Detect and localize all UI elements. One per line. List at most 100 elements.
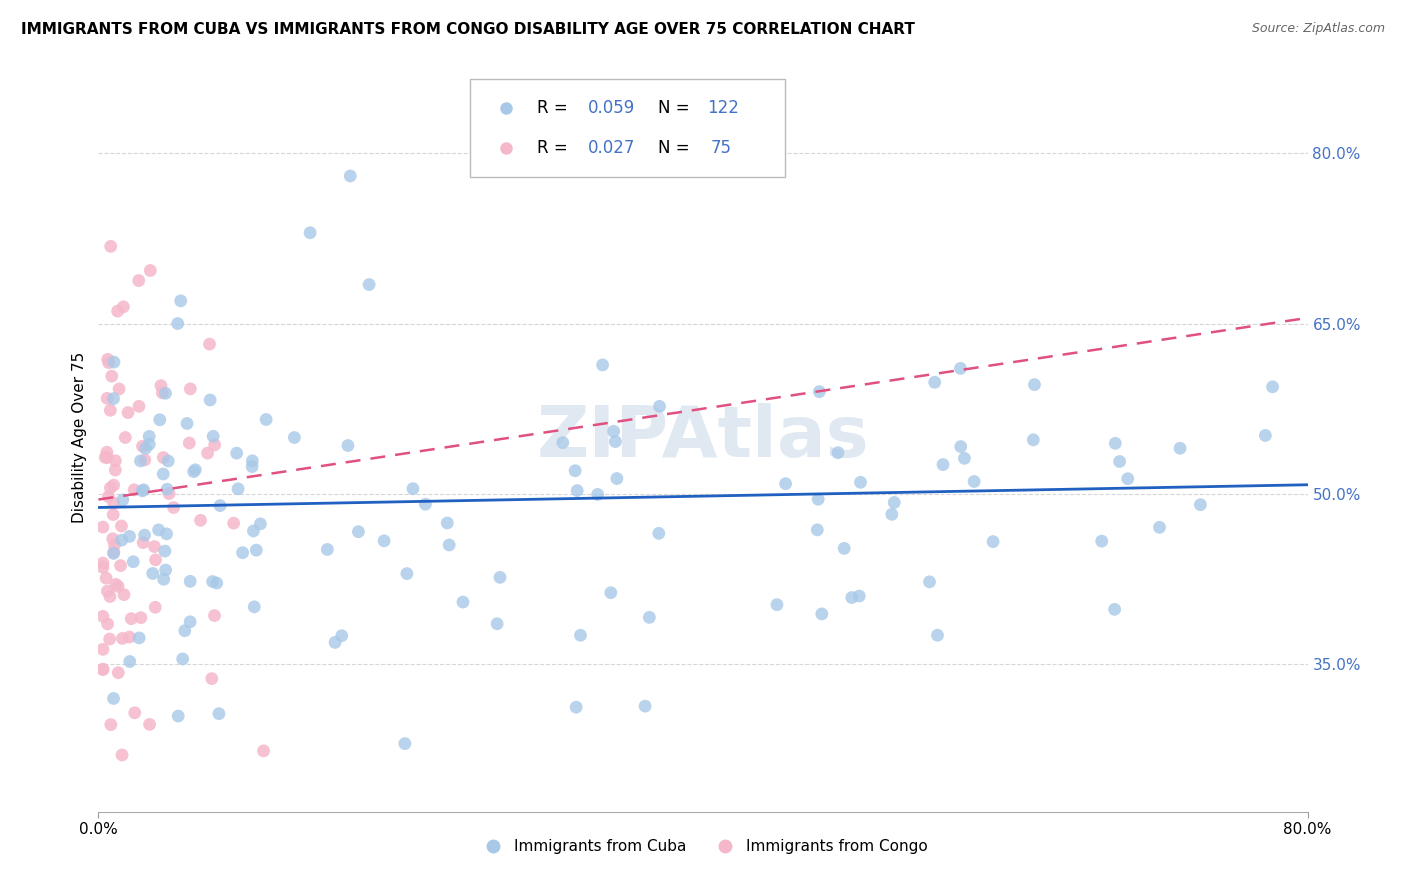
Point [1104, 602, 1126, 616]
Point [128, 631, 150, 645]
Point [103, 355, 125, 369]
Text: 0.059: 0.059 [588, 99, 636, 117]
Point [152, 467, 174, 481]
Point [108, 382, 131, 396]
Point [138, 437, 160, 451]
Point [176, 417, 198, 431]
Point [96, 584, 118, 599]
Point [157, 486, 180, 500]
Point [183, 465, 205, 479]
Point [198, 337, 221, 351]
Point [586, 487, 609, 501]
Point [1254, 428, 1277, 442]
Point [634, 699, 657, 714]
Point [953, 451, 976, 466]
Point [243, 599, 266, 614]
Point [848, 589, 870, 603]
Point [1104, 436, 1126, 450]
Point [132, 483, 155, 497]
Point [254, 412, 277, 426]
Point [173, 624, 195, 638]
Point [808, 384, 831, 399]
Point [91, 662, 114, 676]
Point [330, 629, 353, 643]
Point [103, 545, 125, 559]
Point [98, 590, 121, 604]
Point [232, 546, 254, 560]
Point [299, 226, 322, 240]
Point [226, 482, 249, 496]
Point [132, 535, 155, 549]
Text: 75: 75 [710, 139, 731, 157]
Text: N =: N = [658, 99, 695, 117]
Point [209, 499, 232, 513]
Point [832, 541, 855, 556]
Point [197, 446, 219, 460]
Point [148, 523, 170, 537]
Point [104, 454, 127, 468]
Point [486, 616, 509, 631]
Point [100, 717, 122, 731]
Point [981, 534, 1004, 549]
Point [394, 737, 416, 751]
Point [134, 528, 156, 542]
Point [359, 277, 381, 292]
Point [131, 483, 153, 498]
Point [152, 450, 174, 465]
Point [240, 459, 263, 474]
Text: N =: N = [658, 139, 695, 157]
Point [111, 632, 134, 646]
Point [565, 700, 588, 714]
Point [179, 382, 201, 396]
Point [564, 464, 586, 478]
Point [91, 560, 114, 574]
Point [162, 500, 184, 515]
Point [402, 482, 425, 496]
Point [97, 616, 120, 631]
Point [249, 516, 271, 531]
Point [918, 574, 941, 589]
Point [91, 520, 114, 534]
Point [1168, 442, 1191, 456]
Point [827, 446, 849, 460]
Point [551, 435, 574, 450]
Y-axis label: Disability Age Over 75: Disability Age Over 75 [72, 351, 87, 523]
Point [949, 361, 972, 376]
Point [204, 438, 226, 452]
Point [201, 574, 224, 589]
Point [91, 663, 114, 677]
Point [96, 450, 118, 465]
Point [157, 454, 180, 468]
Point [103, 538, 125, 552]
Point [599, 585, 621, 599]
Point [648, 526, 671, 541]
Point [143, 540, 166, 554]
Point [94, 571, 117, 585]
Point [198, 392, 221, 407]
Point [111, 747, 134, 762]
Point [155, 527, 177, 541]
Point [172, 652, 194, 666]
Point [170, 293, 193, 308]
Point [166, 317, 188, 331]
Point [204, 608, 226, 623]
Point [134, 453, 156, 467]
Point [316, 542, 339, 557]
Point [963, 475, 986, 489]
Point [107, 304, 129, 318]
Point [138, 717, 160, 731]
Point [114, 430, 136, 444]
Point [202, 429, 225, 443]
Point [96, 445, 118, 459]
Point [205, 576, 228, 591]
Text: 0.027: 0.027 [588, 139, 636, 157]
Point [98, 403, 121, 417]
Point [128, 399, 150, 413]
Point [128, 274, 150, 288]
Point [395, 566, 418, 581]
Point [110, 558, 132, 573]
Point [932, 458, 955, 472]
Point [111, 492, 134, 507]
Point [112, 588, 135, 602]
Point [94, 450, 117, 465]
